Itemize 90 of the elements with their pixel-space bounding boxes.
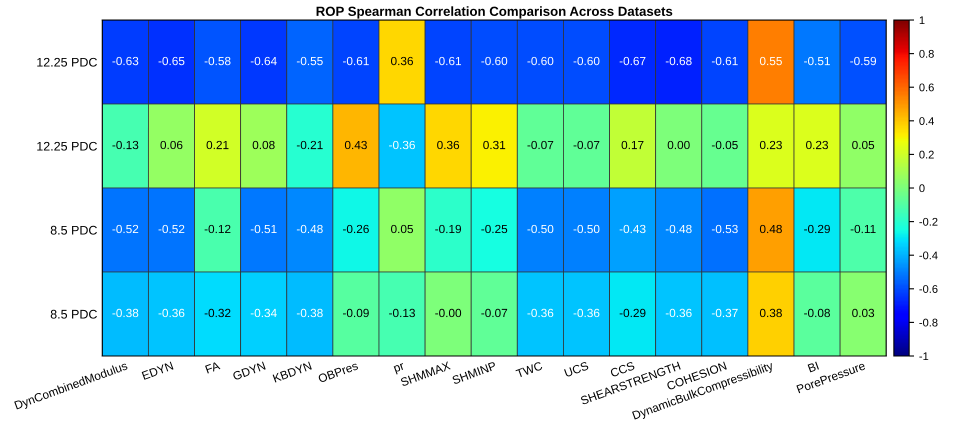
data-label: -0.63 — [112, 56, 138, 66]
x-tick-label: TWC — [515, 361, 543, 378]
data-label: -0.25 — [481, 224, 508, 234]
data-label: -0.36 — [389, 140, 415, 150]
data-label: 0.48 — [760, 224, 782, 234]
x-tick-label: pr — [394, 362, 406, 375]
data-label: 0.08 — [252, 140, 275, 150]
data-label: 0.36 — [437, 140, 460, 150]
data-label: -0.50 — [574, 224, 600, 234]
data-label: -0.34 — [250, 308, 277, 318]
y-tick-label: 12.25 PDC — [37, 142, 97, 151]
data-label: -0.60 — [481, 56, 508, 66]
color-bar-label: -0.4 — [919, 251, 938, 260]
data-label: -0.48 — [296, 224, 323, 234]
data-label: -0.58 — [204, 56, 231, 66]
data-label: -0.60 — [574, 56, 600, 66]
data-label: -0.43 — [620, 224, 646, 234]
data-label: -0.36 — [527, 308, 554, 318]
data-label: -0.38 — [296, 308, 323, 318]
data-label: -0.55 — [296, 56, 323, 66]
y-tick-label: 8.5 PDC — [50, 310, 97, 319]
color-bar-label: 0.6 — [919, 83, 934, 92]
data-label: -0.36 — [574, 308, 600, 318]
data-label: -0.12 — [204, 224, 230, 234]
data-label: 0.38 — [760, 308, 782, 318]
x-tick-label: EDYN — [142, 362, 174, 380]
data-label: -0.52 — [112, 224, 138, 234]
data-label: -0.29 — [620, 308, 646, 318]
data-label: 0.21 — [206, 140, 228, 150]
data-label: -0.64 — [250, 56, 277, 66]
data-label: -0.05 — [712, 140, 738, 150]
data-label: -0.48 — [666, 224, 692, 234]
data-label: -0.13 — [112, 140, 138, 150]
data-label: -0.37 — [712, 308, 738, 318]
color-bar-label: -1 — [919, 352, 928, 360]
data-label: 0.17 — [622, 140, 644, 150]
data-label: 0.05 — [852, 140, 874, 150]
y-tick-label: 8.5 PDC — [50, 226, 97, 235]
color-bar-label: 0.2 — [919, 150, 934, 159]
data-label: 0.03 — [852, 308, 874, 318]
y-tick-label: 12.25 PDC — [37, 58, 97, 67]
data-label: -0.67 — [620, 56, 646, 66]
data-label: 0.23 — [760, 140, 782, 150]
data-label: -0.50 — [527, 224, 554, 234]
data-label: -0.26 — [342, 224, 369, 234]
data-label: -0.36 — [158, 308, 184, 318]
data-label: -0.51 — [250, 224, 277, 234]
data-label: -0.53 — [712, 224, 738, 234]
data-label: 0.55 — [760, 56, 782, 66]
data-label: 0.00 — [668, 140, 690, 150]
data-label: -0.61 — [435, 56, 462, 66]
data-label: 0.36 — [391, 56, 413, 66]
data-label: -0.13 — [389, 308, 415, 318]
data-label: -0.51 — [804, 56, 830, 66]
color-bar-label: -0.2 — [919, 218, 938, 226]
data-label: -0.61 — [712, 56, 738, 66]
data-label: -0.60 — [527, 56, 554, 66]
data-label: -0.21 — [296, 140, 323, 150]
x-tick-label: GDYN — [232, 361, 266, 380]
data-label: -0.52 — [158, 224, 184, 234]
data-label: -0.09 — [342, 308, 369, 318]
data-label: -0.65 — [158, 56, 184, 66]
data-label: 0.05 — [391, 224, 414, 234]
color-bar-label: 0.4 — [919, 117, 934, 125]
data-label: -0.07 — [574, 140, 600, 150]
color-bar-label: 0 — [919, 184, 925, 192]
data-label: -0.38 — [112, 308, 138, 318]
chart-title: ROP Spearman Correlation Comparison Across Datasets — [316, 6, 672, 19]
data-label: -0.07 — [481, 308, 508, 318]
color-bar-label: 1 — [920, 16, 925, 24]
data-label: -0.08 — [804, 308, 830, 318]
x-tick-label: FA — [205, 361, 220, 374]
data-label: 0.31 — [483, 140, 506, 150]
data-label: -0.19 — [435, 224, 462, 234]
data-label: -0.29 — [804, 224, 830, 234]
data-label: -0.68 — [666, 56, 692, 66]
data-label: -0.32 — [204, 308, 230, 318]
data-label: 0.23 — [806, 140, 828, 150]
data-label: 0.06 — [160, 140, 182, 150]
data-label: -0.59 — [850, 56, 876, 66]
data-label: -0.61 — [342, 56, 369, 66]
color-bar-label: 0.8 — [919, 50, 934, 58]
data-label: -0.00 — [435, 308, 462, 318]
x-tick-label: OBPres — [318, 361, 358, 383]
data-label: 0.43 — [344, 140, 367, 150]
data-label: -0.36 — [666, 308, 692, 318]
color-bar-label: -0.8 — [919, 318, 938, 327]
color-bar-label: -0.6 — [919, 285, 938, 293]
data-label: -0.11 — [850, 224, 876, 234]
data-label: -0.07 — [527, 140, 554, 150]
